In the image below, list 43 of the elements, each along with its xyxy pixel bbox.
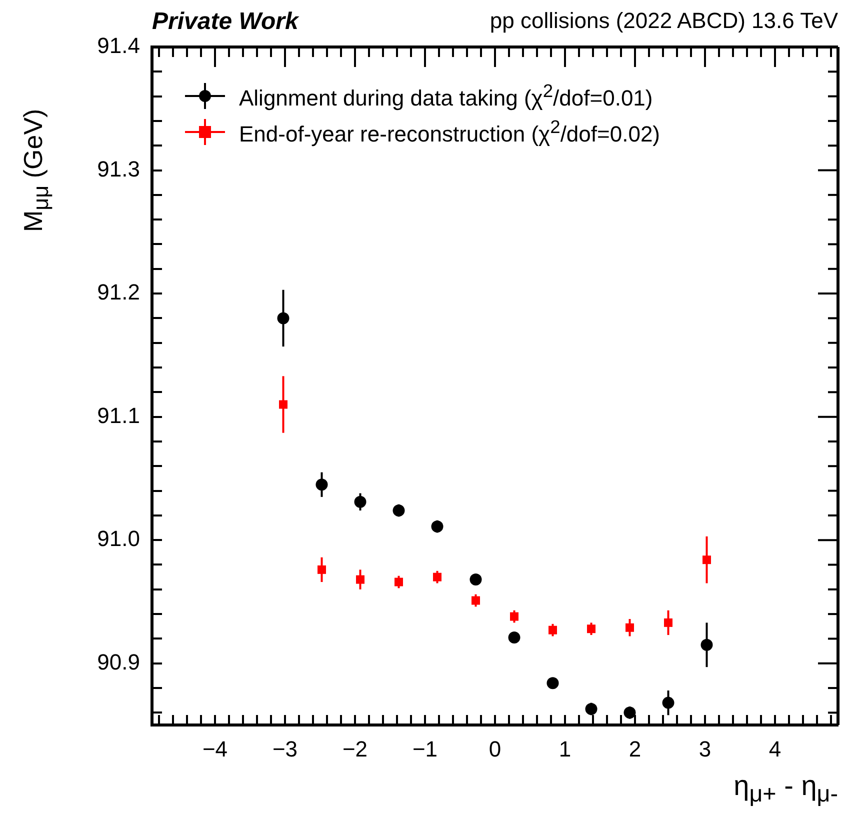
x-tick-label: 1	[558, 736, 572, 762]
x-tick-label: 2	[628, 736, 642, 762]
x-tick-label: 4	[768, 736, 782, 762]
y-tick-label: 91.3	[97, 156, 140, 182]
point	[472, 596, 480, 605]
chart-subtitle: pp collisions (2022 ABCD) 13.6 TeV	[490, 8, 838, 34]
chart-title: Private Work	[152, 8, 298, 36]
point	[510, 612, 518, 621]
x-tick-label: −1	[412, 736, 438, 762]
point	[664, 618, 672, 627]
point	[662, 696, 674, 709]
legend-label: Alignment during data taking (χ$^{2}$/dof=0.01)	[239, 80, 653, 112]
point	[546, 677, 559, 690]
point	[433, 572, 442, 582]
y-tick-label: 91.2	[97, 280, 140, 305]
point	[316, 478, 328, 491]
point	[470, 574, 482, 586]
point	[587, 624, 596, 634]
x-tick-label: −3	[272, 736, 298, 762]
point	[702, 556, 711, 564]
point	[392, 504, 405, 517]
y-tick-label: 90.9	[97, 649, 140, 674]
point	[624, 706, 636, 719]
x-tick-label: 0	[488, 736, 502, 762]
point	[431, 520, 444, 533]
point	[356, 575, 364, 584]
x-tick-label: 3	[698, 736, 712, 762]
point	[626, 623, 634, 632]
point	[548, 626, 557, 634]
point	[700, 638, 713, 651]
y-tick-label: 91.0	[97, 526, 140, 552]
point	[277, 312, 290, 324]
y-tick-label: 91.1	[97, 402, 140, 428]
legend-label: End-of-year re-reconstruction (χ$^{2}$/dof=0.02)	[239, 116, 660, 148]
point	[394, 578, 403, 586]
x-tick-label: −2	[342, 736, 368, 762]
point	[279, 400, 288, 409]
point	[354, 496, 366, 508]
x-axis-title: η$_{μ+}$ - η$_{μ-}$	[734, 770, 838, 808]
x-tick-label: −4	[202, 736, 228, 762]
point	[508, 631, 520, 644]
y-tick-label: 91.4	[97, 33, 140, 58]
point	[318, 565, 326, 574]
